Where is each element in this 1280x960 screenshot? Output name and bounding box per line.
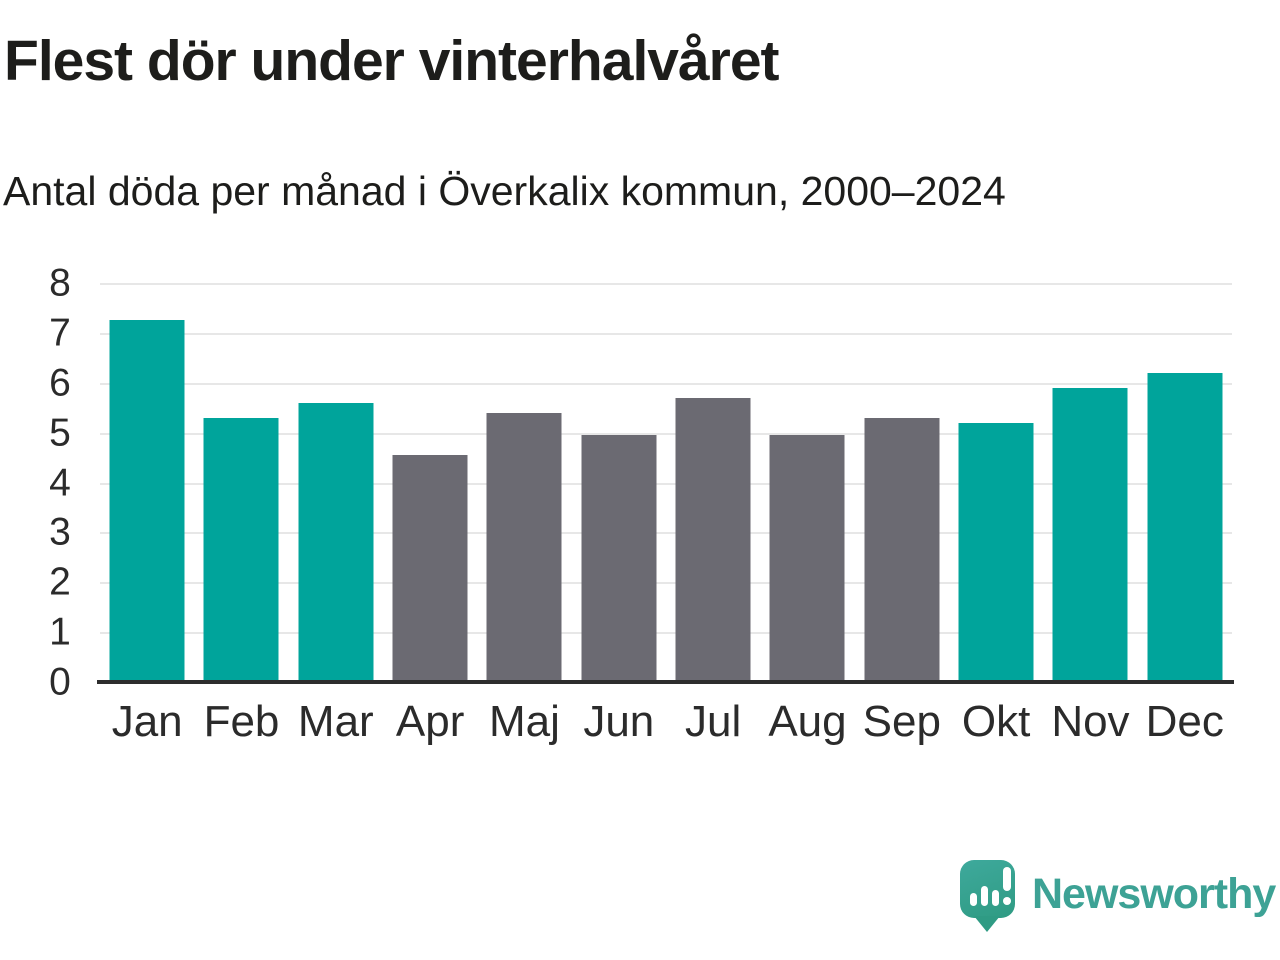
x-axis-label-nov: Nov [1051,697,1130,746]
x-axis-labels: Jan Feb Mar Apr Maj Jun Jul Aug Sep Okt Nov Dec [100,700,1232,744]
gridline-y-8 [100,283,1232,285]
x-axis-label-maj: Maj [489,697,560,746]
bar-apr [392,455,468,682]
y-axis-tick-label-0: 0 [49,660,71,704]
bar-slot-jun [572,283,666,682]
y-axis-tick-label-5: 5 [49,411,71,455]
gridline-y-5 [100,432,1232,435]
bar-mar [298,402,374,682]
x-axis-label-aug: Aug [768,697,847,746]
y-axis-tick-label-7: 7 [49,311,71,355]
gridline-y-7 [100,332,1232,335]
x-axis-label-apr: Apr [395,697,465,746]
bar-slot-feb [194,283,288,682]
gridline-y-1 [100,632,1232,635]
logo-bar-3 [992,890,999,906]
bar-slot-sep [855,283,949,682]
bar-slot-dec [1138,283,1232,682]
bar-slot-aug [760,283,854,682]
bar-slot-okt [949,283,1043,682]
bar-slot-mar [289,283,383,682]
x-axis-label-sep: Sep [862,697,941,746]
bar-slot-nov [1043,283,1137,682]
plot-area: 0 1 2 3 4 5 6 7 8 Jan Feb Mar Apr Maj Jun Jul Aug Sep Okt… [49,264,1234,744]
bar-jul [675,397,751,682]
bar-dec [1147,372,1223,682]
bar-sep [864,417,940,682]
y-axis-tick-label-8: 8 [49,261,71,305]
bar-jun [581,435,657,682]
bar-aug [769,435,845,682]
bar-slot-jul [666,283,760,682]
newsworthy-logo-icon [960,860,1015,932]
page-title: Flest dör under vinterhalvåret [4,29,780,93]
x-axis-label-feb: Feb [203,697,280,746]
logo-exclamation-dot [1003,897,1011,905]
logo-exclamation-bar [1003,867,1011,891]
bar-jan [109,320,185,682]
bar-okt [958,422,1034,682]
bar-nov [1052,387,1128,682]
brand-footer: Newsworthy [960,856,1280,936]
bar-slot-jan [100,283,194,682]
brand-wordmark: Newsworthy [1032,870,1276,918]
bar-feb [203,417,279,682]
y-axis-tick-label-3: 3 [49,510,71,554]
page-subtitle: Antal döda per månad i Överkalix kommun,… [3,168,1006,214]
gridline-y-2 [100,582,1232,585]
bar-slot-apr [383,283,477,682]
logo-bar-1 [970,893,977,906]
bars-layer [100,283,1232,682]
logo-bar-2 [981,886,988,906]
x-axis-label-mar: Mar [297,697,374,746]
gridline-y-3 [100,532,1232,535]
x-axis-line [97,680,1234,684]
x-axis-label-dec: Dec [1145,697,1224,746]
bar-slot-maj [477,283,571,682]
y-axis-tick-label-6: 6 [49,361,71,405]
gridline-y-6 [100,382,1232,385]
x-axis-label-jul: Jul [685,697,742,746]
x-axis-label-okt: Okt [961,697,1031,746]
y-axis-tick-label-4: 4 [49,461,71,504]
x-axis-label-jun: Jun [583,697,655,746]
x-axis-label-jan: Jan [111,697,183,746]
speech-bubble-tail [974,916,1000,932]
gridline-y-4 [100,482,1232,485]
y-axis-tick-label-2: 2 [49,560,71,604]
bar-maj [486,412,562,682]
y-axis-tick-label-1: 1 [49,610,71,654]
